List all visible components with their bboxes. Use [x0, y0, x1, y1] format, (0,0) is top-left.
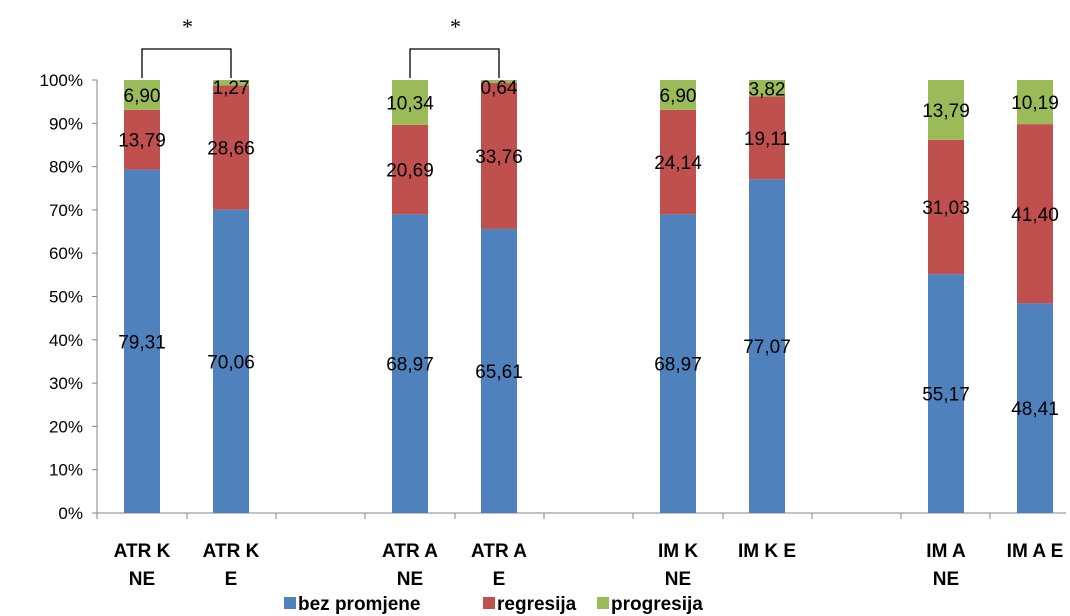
legend-swatch: [284, 597, 296, 609]
bar-segment-bez-promjene: [749, 179, 785, 513]
data-label: 6,90: [124, 86, 161, 107]
data-label: 10,19: [1011, 93, 1059, 114]
bar-segment-regresija: [392, 124, 428, 215]
bar-segment-progresija: [1017, 80, 1053, 125]
data-label: 68,97: [386, 355, 434, 376]
data-label: 6,90: [660, 86, 697, 107]
x-category-label: NE: [933, 569, 959, 590]
data-label: 20,69: [386, 161, 434, 182]
bar-segment-progresija: [481, 79, 517, 83]
chart-bars: [124, 79, 1053, 514]
legend-swatch: [597, 597, 609, 609]
data-label: 19,11: [744, 129, 790, 150]
data-label: 68,97: [654, 355, 702, 376]
bar-segment-progresija: [928, 80, 964, 140]
y-tick-label: 20%: [49, 417, 83, 436]
x-category-label: IM K E: [738, 541, 796, 562]
data-label: 10,34: [386, 93, 434, 114]
data-label: 28,66: [207, 139, 255, 160]
data-label: 41,40: [1011, 205, 1059, 226]
x-category-label: E: [225, 569, 238, 590]
y-tick-label: 40%: [49, 331, 83, 350]
legend-label: progresija: [611, 594, 703, 615]
significance-bracket: [409, 48, 500, 78]
legend-swatch: [483, 597, 495, 609]
x-category-labels: ATR K NE ATR K E ATR A NE ATR A E IM K NE IM K E IM…: [114, 541, 1064, 590]
significance-marker: *: [450, 14, 461, 39]
x-category-label: ATR A: [471, 541, 527, 562]
chart-legend: bez promjene regresija progresija: [284, 594, 703, 615]
significance-marker: *: [182, 14, 193, 39]
data-label: 70,06: [207, 352, 255, 373]
significance-brackets: * *: [141, 14, 500, 78]
bar-segment-regresija: [928, 139, 964, 275]
y-tick-label: 50%: [49, 288, 83, 307]
y-tick-label: 80%: [49, 158, 83, 177]
y-tick-label: 100%: [40, 71, 83, 90]
bar-segment-regresija: [660, 109, 696, 215]
data-label: 79,31: [118, 332, 166, 353]
y-tick-label: 60%: [49, 244, 83, 263]
x-category-label: ATR K: [114, 541, 171, 562]
data-label: 48,41: [1011, 399, 1059, 420]
x-category-label: NE: [397, 569, 423, 590]
x-category-label: ATR A: [382, 541, 438, 562]
bar-segment-bez-promjene: [481, 228, 517, 514]
significance-bracket: [141, 48, 232, 78]
x-category-label: IM K: [658, 541, 698, 562]
y-tick-label: 90%: [49, 114, 83, 133]
data-label: 65,61: [475, 362, 523, 383]
data-label: 13,79: [118, 131, 166, 152]
bar-segment-regresija: [481, 82, 517, 229]
data-label: 3,82: [749, 79, 786, 100]
data-label: 55,17: [922, 385, 970, 406]
chart-axes: 0% 10% 20% 30% 40% 50% 60% 70% 80% 90% 100%: [40, 71, 1066, 523]
legend-label: regresija: [497, 594, 577, 615]
bar-segment-regresija: [124, 109, 160, 170]
y-tick-label: 30%: [49, 374, 83, 393]
chart-data-labels: 79,31 13,79 6,90 70,06 28,66 1,27 68,97 20,69 10…: [118, 78, 1059, 420]
y-tick-label: 10%: [49, 461, 83, 480]
bar-segment-regresija: [213, 85, 249, 210]
data-label: 31,03: [922, 198, 970, 219]
data-label: 33,76: [475, 147, 523, 168]
bar-segment-regresija: [749, 96, 785, 180]
data-label: 77,07: [743, 337, 791, 358]
x-category-label: ATR K: [203, 541, 260, 562]
bar-segment-bez-promjene: [392, 214, 428, 513]
bar-segment-bez-promjene: [124, 169, 160, 513]
bar-segment-progresija: [749, 80, 785, 97]
x-category-label: IM A: [926, 541, 966, 562]
data-label: 13,79: [922, 101, 970, 122]
x-category-label: E: [493, 569, 506, 590]
bar-segment-bez-promjene: [1017, 303, 1053, 513]
bar-segment-bez-promjene: [660, 214, 696, 513]
legend-label: bez promjene: [298, 594, 420, 615]
x-category-label: IM A E: [1007, 541, 1064, 562]
bar-segment-bez-promjene: [928, 274, 964, 513]
bar-segment-progresija: [213, 80, 249, 86]
data-label: 1,27: [213, 78, 250, 99]
y-tick-label: 0%: [58, 504, 83, 523]
bar-segment-progresija: [660, 79, 696, 110]
bar-segment-regresija: [1017, 124, 1053, 304]
y-tick-label: 70%: [49, 201, 83, 220]
data-label: 24,14: [654, 153, 702, 174]
bar-segment-progresija: [124, 80, 160, 110]
bar-segment-progresija: [392, 80, 428, 125]
data-label: 0,64: [481, 78, 518, 99]
bar-segment-bez-promjene: [213, 209, 249, 513]
x-category-label: NE: [665, 569, 691, 590]
x-category-label: NE: [129, 569, 155, 590]
